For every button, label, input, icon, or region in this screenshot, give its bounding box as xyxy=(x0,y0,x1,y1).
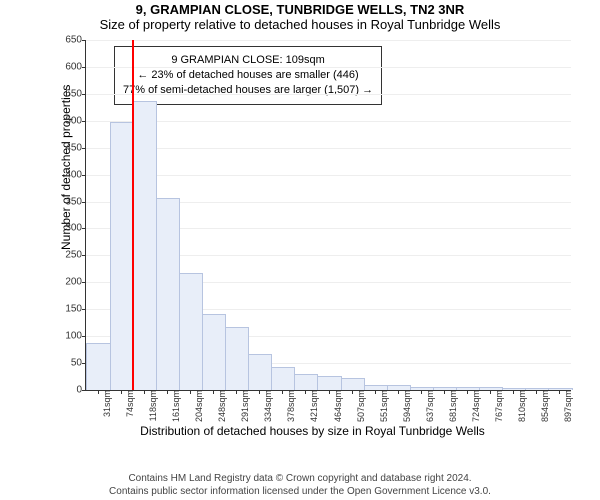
gridline xyxy=(86,175,571,176)
x-tick-label: 31sqm xyxy=(98,390,112,417)
x-tick-label: 464sqm xyxy=(329,390,343,422)
x-tick-label: 854sqm xyxy=(536,390,550,422)
x-axis-label: Distribution of detached houses by size … xyxy=(55,424,570,438)
footer-line-1: Contains HM Land Registry data © Crown c… xyxy=(0,473,600,486)
callout-line-2: ← 23% of detached houses are smaller (44… xyxy=(123,68,373,83)
histogram-bar xyxy=(133,101,157,390)
x-tick-label: 291sqm xyxy=(236,390,250,422)
x-tick-label: 334sqm xyxy=(259,390,273,422)
x-tick-label: 378sqm xyxy=(282,390,296,422)
histogram-bar xyxy=(179,273,203,390)
x-tick-label: 681sqm xyxy=(444,390,458,422)
marker-line xyxy=(132,40,134,390)
gridline xyxy=(86,148,571,149)
x-tick-label: 810sqm xyxy=(513,390,527,422)
x-tick-label: 897sqm xyxy=(559,390,573,422)
histogram-bar xyxy=(202,314,226,390)
x-tick-label: 767sqm xyxy=(490,390,504,422)
callout-box: 9 GRAMPIAN CLOSE: 109sqm ← 23% of detach… xyxy=(114,46,382,105)
x-tick-label: 74sqm xyxy=(121,390,135,417)
x-tick-label: 161sqm xyxy=(167,390,181,422)
histogram-bar xyxy=(225,327,249,390)
y-tick-mark xyxy=(82,175,86,176)
histogram-bar xyxy=(317,376,341,390)
y-tick-mark xyxy=(82,94,86,95)
footer: Contains HM Land Registry data © Crown c… xyxy=(0,473,600,498)
x-tick-label: 724sqm xyxy=(467,390,481,422)
gridline xyxy=(86,94,571,95)
x-tick-label: 421sqm xyxy=(305,390,319,422)
chart-titles: 9, GRAMPIAN CLOSE, TUNBRIDGE WELLS, TN2 … xyxy=(0,0,600,32)
histogram-bar xyxy=(294,374,318,390)
chart-area: Number of detached properties 9 GRAMPIAN… xyxy=(55,40,570,420)
y-tick-mark xyxy=(82,282,86,283)
y-tick-mark xyxy=(82,336,86,337)
histogram-bar xyxy=(271,367,295,390)
y-tick-mark xyxy=(82,363,86,364)
x-tick-label: 507sqm xyxy=(352,390,366,422)
x-tick-label: 637sqm xyxy=(421,390,435,422)
plot-region: 9 GRAMPIAN CLOSE: 109sqm ← 23% of detach… xyxy=(85,40,571,391)
title-line-2: Size of property relative to detached ho… xyxy=(0,17,600,32)
y-tick-mark xyxy=(82,228,86,229)
x-tick-label: 594sqm xyxy=(398,390,412,422)
gridline xyxy=(86,121,571,122)
histogram-bar xyxy=(341,378,365,390)
histogram-bar xyxy=(248,354,272,390)
y-tick-mark xyxy=(82,390,86,391)
y-tick-mark xyxy=(82,309,86,310)
callout-line-3: 77% of semi-detached houses are larger (… xyxy=(123,83,373,98)
y-tick-mark xyxy=(82,67,86,68)
histogram-bar xyxy=(156,198,180,390)
y-tick-mark xyxy=(82,121,86,122)
y-tick-mark xyxy=(82,255,86,256)
gridline xyxy=(86,67,571,68)
gridline xyxy=(86,40,571,41)
x-tick-label: 118sqm xyxy=(144,390,158,421)
x-tick-label: 551sqm xyxy=(375,390,389,422)
x-tick-label: 204sqm xyxy=(190,390,204,422)
y-tick-mark xyxy=(82,40,86,41)
footer-line-2: Contains public sector information licen… xyxy=(0,486,600,499)
histogram-bar xyxy=(110,122,134,390)
y-tick-mark xyxy=(82,148,86,149)
histogram-bar xyxy=(86,343,110,390)
callout-line-1: 9 GRAMPIAN CLOSE: 109sqm xyxy=(123,53,373,68)
x-tick-label: 248sqm xyxy=(213,390,227,422)
title-line-1: 9, GRAMPIAN CLOSE, TUNBRIDGE WELLS, TN2 … xyxy=(0,2,600,17)
y-tick-mark xyxy=(82,202,86,203)
